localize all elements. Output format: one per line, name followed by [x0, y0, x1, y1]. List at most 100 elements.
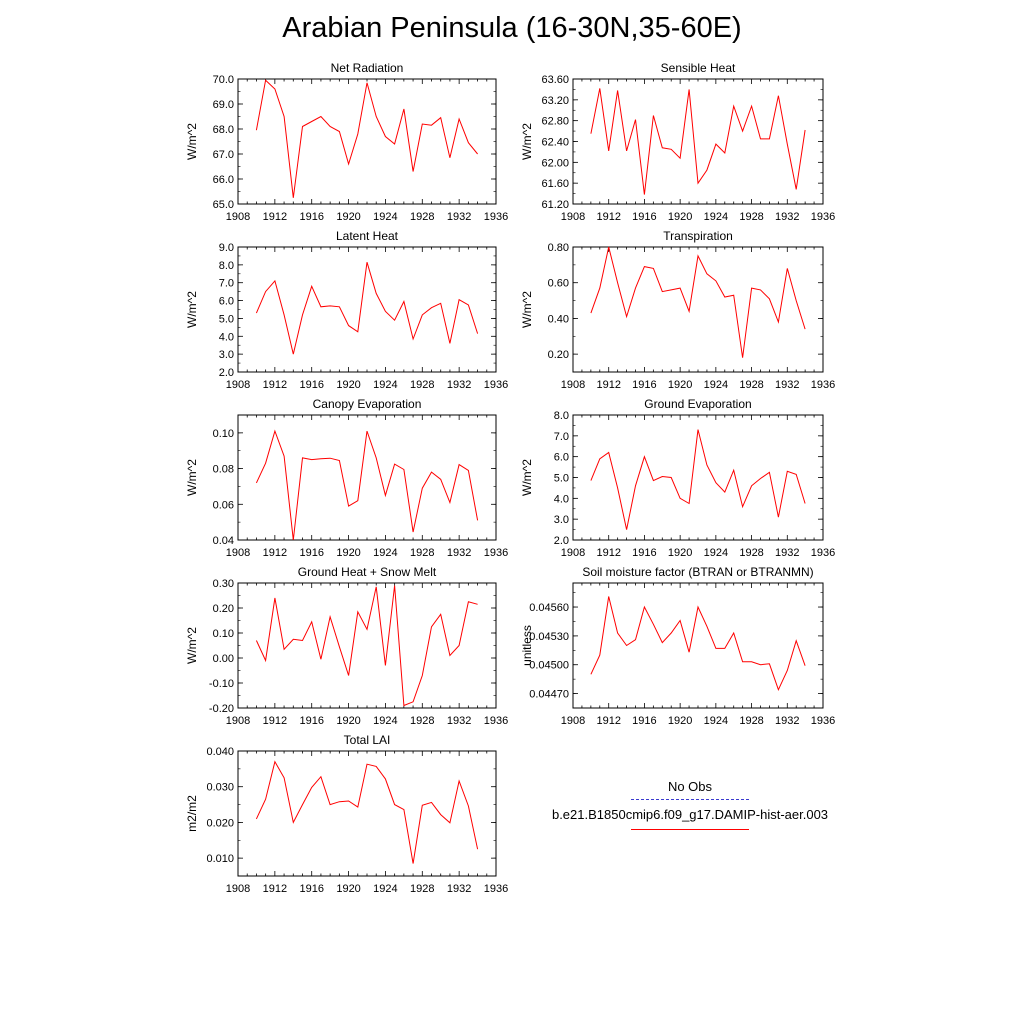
x-tick-label: 1912 [263, 379, 287, 391]
y-tick-label: -0.20 [209, 703, 234, 715]
panel-title: Latent Heat [336, 229, 399, 243]
y-tick-label: 0.20 [548, 349, 569, 361]
y-tick-label: 0.010 [206, 853, 234, 865]
y-tick-label: 62.00 [541, 157, 569, 169]
y-tick-label: 69.0 [213, 99, 234, 111]
x-tick-label: 1908 [561, 211, 585, 223]
chart-panel: 1908 1912 1916 1920 1924 1928 1932 1936 0.04470 0… [520, 565, 835, 727]
x-tick-label: 1932 [447, 883, 471, 895]
plot-frame [572, 246, 824, 373]
x-tick-label: 1908 [226, 211, 250, 223]
chart-panel: 1908 1912 1916 1920 1924 1928 1932 1936 65.0 66.0… [185, 61, 508, 223]
y-tick-label: 3.0 [554, 514, 569, 526]
y-tick-label: 6.0 [219, 296, 234, 308]
panel-title: Total LAI [344, 733, 391, 747]
x-tick-label: 1916 [632, 211, 656, 223]
x-tick-label: 1916 [299, 715, 323, 727]
x-tick-label: 1932 [775, 715, 799, 727]
series-line [590, 429, 806, 530]
x-tick-label: 1936 [484, 379, 508, 391]
y-tick-label: 0.06 [213, 499, 234, 511]
y-tick-label: 0.04530 [529, 631, 569, 643]
x-tick-label: 1936 [811, 715, 835, 727]
series-line [255, 262, 479, 355]
y-tick-label: 0.10 [213, 428, 234, 440]
x-tick-label: 1924 [373, 715, 397, 727]
x-tick-label: 1932 [447, 379, 471, 391]
x-tick-label: 1928 [410, 211, 434, 223]
x-tick-label: 1920 [336, 883, 360, 895]
x-tick-label: 1928 [410, 547, 434, 559]
x-tick-label: 1912 [263, 715, 287, 727]
y-tick-label: 2.0 [219, 367, 234, 379]
x-tick-label: 1932 [775, 547, 799, 559]
x-tick-label: 1924 [373, 379, 397, 391]
legend-case-line [631, 829, 749, 830]
chart-panel: 1908 1912 1916 1920 1924 1928 1932 1936 -0.20 -0.… [185, 565, 508, 727]
x-tick-label: 1920 [668, 211, 692, 223]
x-tick-label: 1936 [811, 211, 835, 223]
x-tick-label: 1924 [373, 211, 397, 223]
panel-title: Net Radiation [331, 61, 404, 75]
x-tick-label: 1928 [410, 883, 434, 895]
y-tick-label: 0.030 [206, 782, 234, 794]
y-axis-label: W/m^2 [185, 123, 199, 160]
chart-panel: 1908 1912 1916 1920 1924 1928 1932 1936 0.20 0.40… [520, 229, 835, 391]
y-tick-label: 68.0 [213, 124, 234, 136]
x-tick-label: 1924 [704, 379, 728, 391]
y-axis-label: W/m^2 [520, 459, 534, 496]
y-tick-label: 0.04560 [529, 602, 569, 614]
panel-title: Sensible Heat [661, 61, 736, 75]
y-tick-label: 8.0 [219, 260, 234, 272]
x-tick-label: 1916 [632, 715, 656, 727]
y-tick-label: 9.0 [219, 242, 234, 254]
x-tick-label: 1932 [447, 715, 471, 727]
y-tick-label: 0.60 [548, 278, 569, 290]
y-axis-label: W/m^2 [185, 459, 199, 496]
x-tick-label: 1924 [704, 715, 728, 727]
x-tick-label: 1920 [668, 547, 692, 559]
y-tick-label: 0.04470 [529, 689, 569, 701]
y-axis-label: W/m^2 [520, 291, 534, 328]
x-tick-label: 1924 [373, 883, 397, 895]
series-line [590, 246, 806, 358]
page-title: Arabian Peninsula (16-30N,35-60E) [282, 12, 742, 44]
x-tick-label: 1928 [739, 379, 763, 391]
y-tick-label: 2.0 [554, 535, 569, 547]
y-axis-label: m2/m2 [185, 795, 199, 832]
x-tick-label: 1916 [632, 547, 656, 559]
x-tick-label: 1936 [484, 883, 508, 895]
y-tick-label: -0.10 [209, 678, 234, 690]
x-tick-label: 1908 [226, 883, 250, 895]
y-tick-label: 4.0 [219, 331, 234, 343]
x-tick-label: 1932 [775, 211, 799, 223]
x-tick-label: 1920 [336, 211, 360, 223]
chart-panel: 1908 1912 1916 1920 1924 1928 1932 1936 2.0 3.0 4.… [185, 229, 508, 391]
x-tick-label: 1912 [263, 547, 287, 559]
x-tick-label: 1928 [410, 379, 434, 391]
y-tick-label: 70.0 [213, 74, 234, 86]
x-tick-label: 1916 [299, 379, 323, 391]
series-line [255, 429, 479, 541]
y-tick-label: 0.04500 [529, 660, 569, 672]
series-line [590, 88, 806, 195]
x-tick-label: 1912 [263, 883, 287, 895]
y-tick-label: 61.20 [541, 199, 569, 211]
panel-title: Ground Evaporation [644, 397, 751, 411]
x-tick-label: 1912 [596, 547, 620, 559]
x-tick-label: 1920 [336, 379, 360, 391]
y-axis-label: W/m^2 [520, 123, 534, 160]
series-line [255, 760, 479, 864]
x-tick-label: 1908 [561, 547, 585, 559]
x-tick-label: 1928 [410, 715, 434, 727]
series-line [590, 596, 806, 692]
x-tick-label: 1920 [336, 715, 360, 727]
y-axis-label: W/m^2 [185, 627, 199, 664]
x-tick-label: 1912 [596, 715, 620, 727]
y-tick-label: 63.60 [541, 74, 569, 86]
y-tick-label: 5.0 [554, 473, 569, 485]
y-axis-label: W/m^2 [185, 291, 199, 328]
chart-panel: 1908 1912 1916 1920 1924 1928 1932 1936 2.0 3.0 4.… [520, 397, 835, 559]
plot-frame [237, 582, 497, 709]
y-axis-label: unitless [520, 625, 534, 666]
